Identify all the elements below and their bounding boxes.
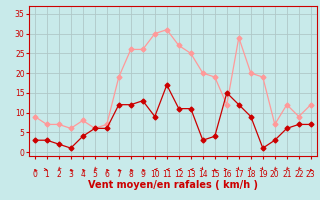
X-axis label: Vent moyen/en rafales ( km/h ): Vent moyen/en rafales ( km/h )	[88, 180, 258, 190]
